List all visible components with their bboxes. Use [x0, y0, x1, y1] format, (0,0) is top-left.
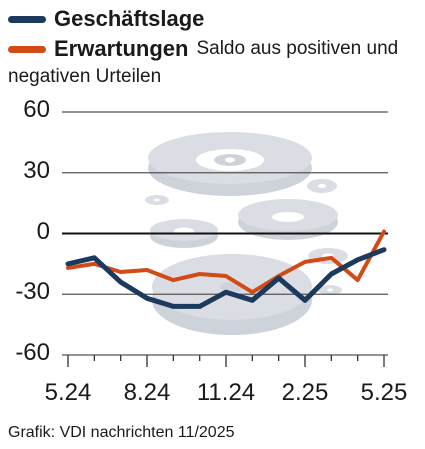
y-tick-label: -60	[15, 339, 50, 366]
legend-label-erwartungen: Erwartungen	[54, 36, 189, 61]
x-tick-label: 5.25	[360, 379, 408, 406]
series-lines	[65, 229, 387, 309]
washer-small-inner-hole	[225, 157, 235, 163]
x-tick-label: 2.25	[281, 379, 329, 406]
grid	[62, 111, 388, 356]
unit-note-line2: negativen Urteilen	[8, 66, 162, 87]
legend-swatch-geschaeftslage	[8, 15, 46, 23]
washer-tiny-left-hole	[154, 198, 160, 202]
series-line-geschaeftslage	[65, 247, 387, 309]
washer-tiny-right-hole	[318, 184, 326, 188]
legend-item-erwartungen: Erwartungen Saldo aus positiven und	[8, 36, 398, 62]
legend-label-geschaeftslage: Geschäftslage	[54, 6, 205, 31]
y-tick-label: 30	[23, 156, 50, 184]
legend-swatch-erwartungen	[8, 45, 46, 53]
series-line-erwartungen	[66, 229, 386, 295]
y-tick-label: 0	[36, 217, 50, 245]
x-tick-label: 8.24	[123, 379, 171, 406]
legend-item-geschaeftslage: Geschäftslage	[8, 6, 204, 32]
washer-small-right-b-hole	[327, 288, 333, 292]
y-tick-label: 60	[23, 96, 50, 123]
washer-mid-right-hole	[272, 212, 304, 222]
background-washers	[145, 132, 348, 335]
unit-note-line1: Saldo aus positiven und	[196, 38, 399, 59]
x-axis	[67, 355, 385, 367]
x-tick-label: 11.24	[196, 379, 256, 406]
x-tick-label: 5.24	[44, 379, 92, 406]
source-note: Grafik: VDI nachrichten 11/2025	[8, 424, 235, 441]
y-tick-label: -30	[15, 278, 50, 306]
